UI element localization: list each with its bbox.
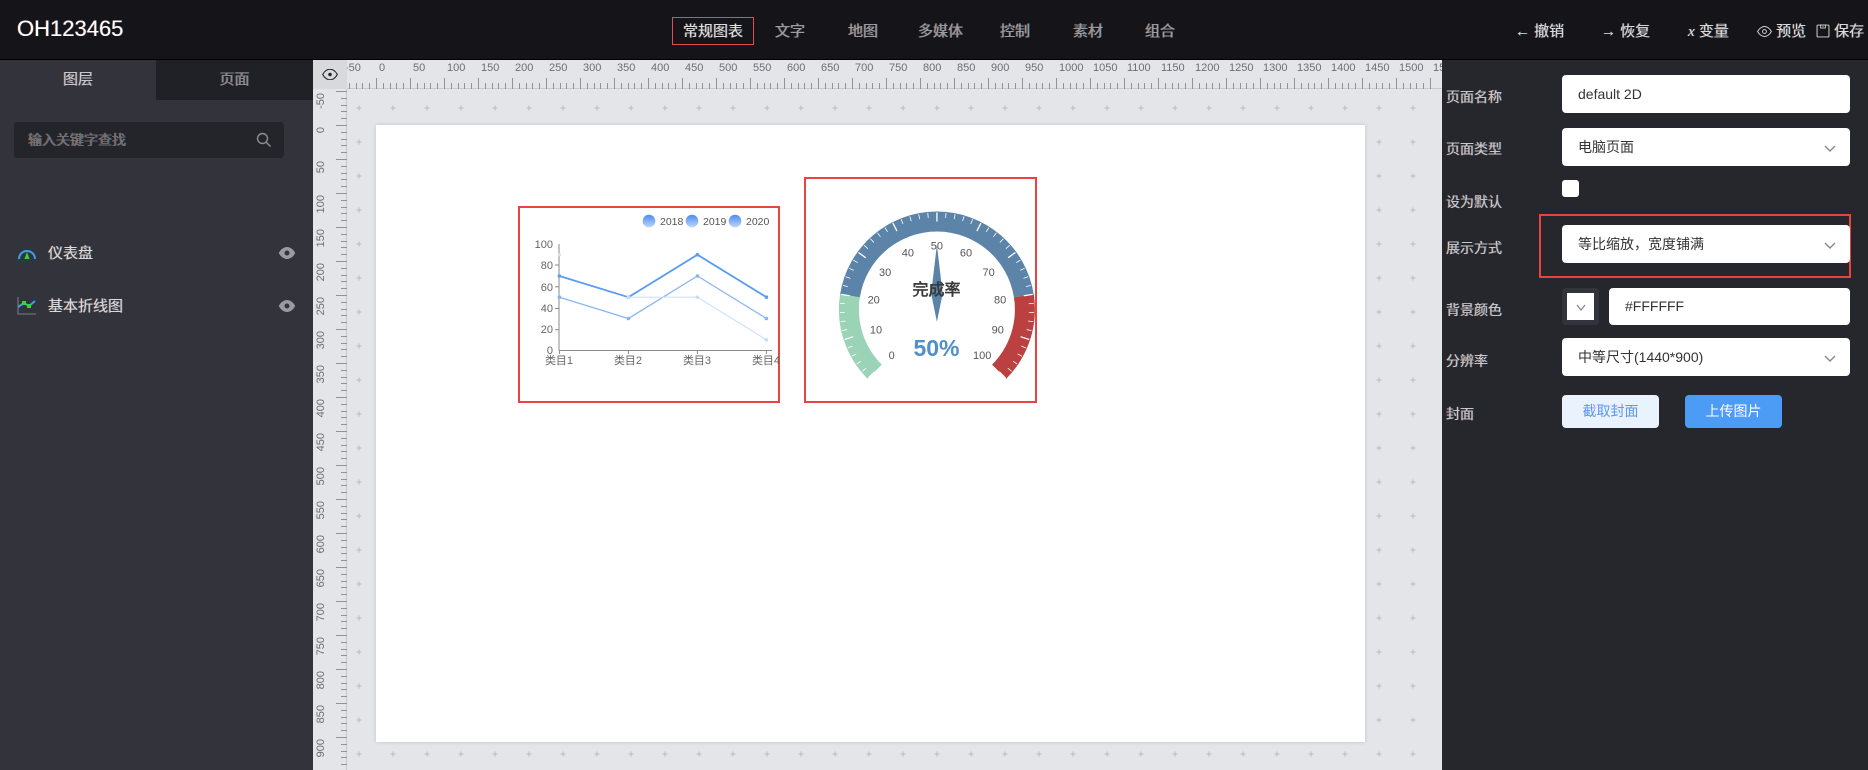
svg-text:60: 60 <box>541 282 553 294</box>
svg-text:20: 20 <box>541 324 553 336</box>
svg-text:80: 80 <box>541 260 553 272</box>
svg-text:类目2: 类目2 <box>614 353 642 367</box>
svg-text:2018: 2018 <box>660 216 684 228</box>
svg-text:40: 40 <box>902 247 914 259</box>
svg-text:60: 60 <box>960 247 972 259</box>
svg-text:2019: 2019 <box>703 216 727 228</box>
svg-text:类目4: 类目4 <box>752 353 780 367</box>
svg-text:2020: 2020 <box>746 216 770 228</box>
svg-text:100: 100 <box>535 239 553 251</box>
svg-text:类目3: 类目3 <box>683 353 711 367</box>
svg-text:40: 40 <box>541 303 553 315</box>
svg-text:类目1: 类目1 <box>545 353 573 367</box>
